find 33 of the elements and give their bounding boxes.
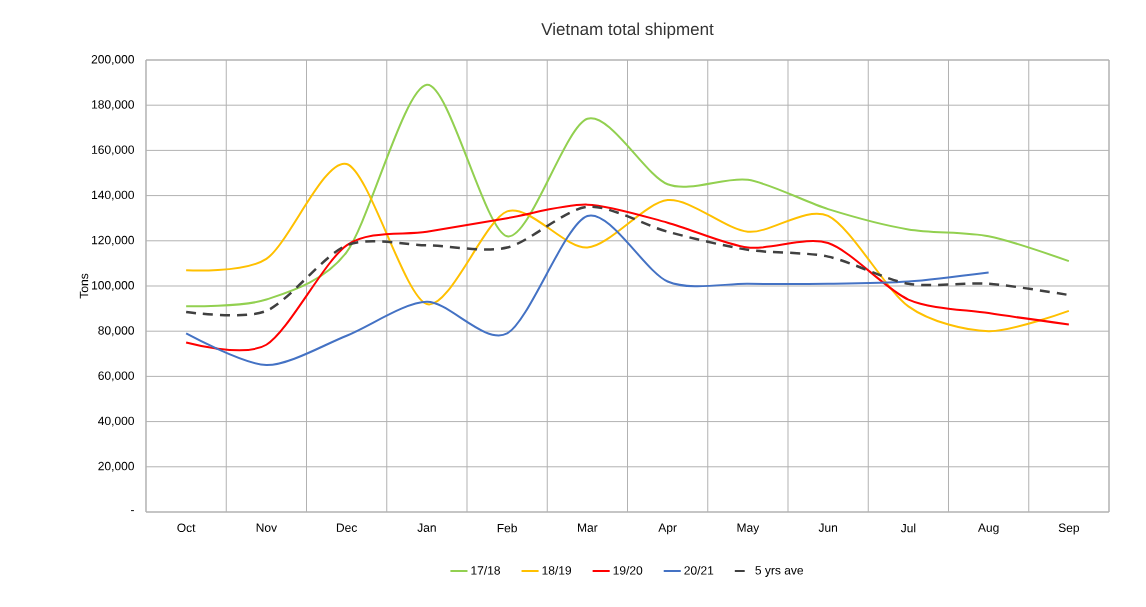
- line-series: [185, 214, 990, 367]
- line-series: [185, 162, 1070, 333]
- y-tick-label: 120,000: [92, 235, 135, 246]
- y-tick-label: 40,000: [98, 416, 135, 427]
- legend-label: 17/18: [471, 565, 500, 575]
- x-tick-label: Feb: [497, 523, 517, 533]
- y-tick-label: 80,000: [98, 326, 135, 337]
- chart-title: Vietnam total shipment: [541, 22, 714, 39]
- x-tick-label: May: [737, 523, 760, 535]
- x-tick-label: Nov: [256, 523, 278, 532]
- y-tick-label: 200,000: [91, 55, 135, 65]
- legend-label: 20/21: [684, 565, 714, 575]
- y-tick-label: 60,000: [98, 371, 135, 382]
- x-tick-label: Aug: [977, 523, 999, 535]
- x-tick-label: Sep: [1058, 523, 1080, 535]
- line-series: [185, 83, 1070, 308]
- y-tick-label: 20,000: [98, 461, 135, 472]
- x-tick-label: Jun: [818, 523, 838, 532]
- legend-label: 18/19: [542, 565, 572, 575]
- y-tick-label: 160,000: [92, 145, 135, 156]
- x-tick-label: Dec: [336, 523, 357, 532]
- y-tick-label: 180,000: [92, 100, 135, 111]
- x-tick-label: Jan: [417, 523, 436, 532]
- legend-label: 5 yrs ave: [755, 566, 804, 577]
- legend-label: 19/20: [613, 565, 643, 575]
- x-tick-label: Mar: [578, 523, 598, 532]
- y-tick-label: 100,000: [92, 281, 135, 291]
- x-tick-label: Jul: [900, 523, 916, 533]
- y-tick-label: 140,000: [92, 190, 135, 201]
- x-tick-label: Oct: [177, 523, 196, 533]
- y-tick-label: -: [131, 510, 134, 512]
- y-axis-title: Tons: [79, 273, 89, 299]
- x-tick-label: Apr: [658, 523, 677, 535]
